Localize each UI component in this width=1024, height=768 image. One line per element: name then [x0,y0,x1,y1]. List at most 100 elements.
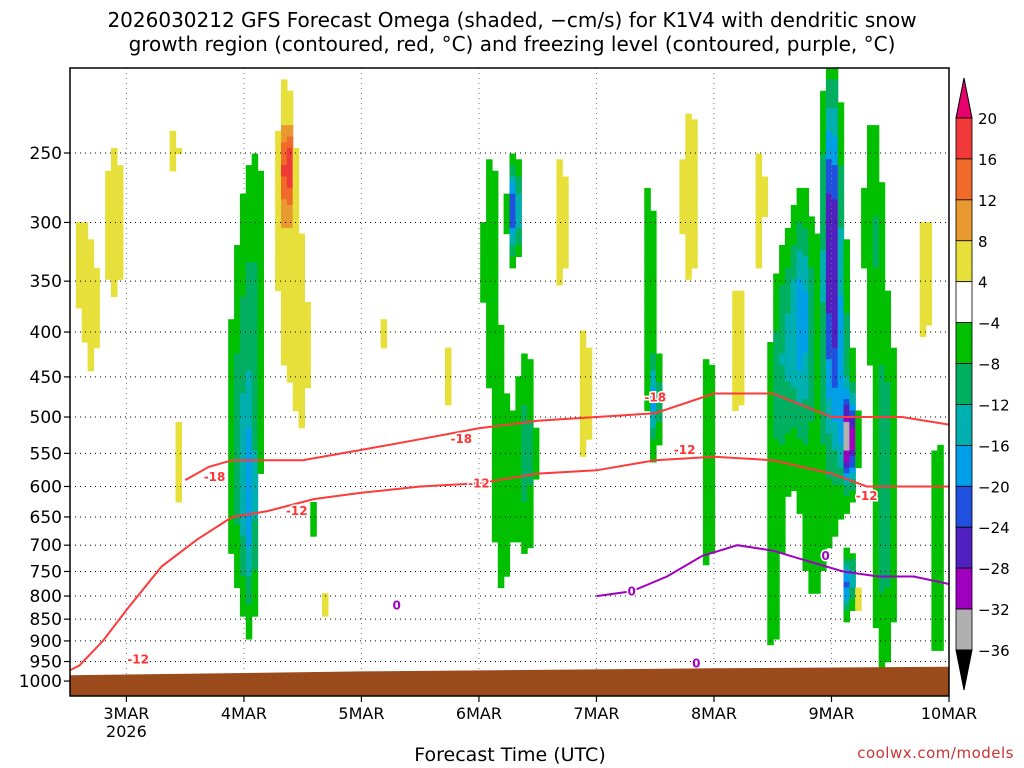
omega-cell [685,210,692,217]
omega-cell [380,336,388,343]
omega-cell [773,422,780,429]
omega-cell [867,267,874,275]
omega-cell [292,262,300,269]
omega-cell [497,439,505,446]
omega-cell [890,444,897,452]
omega-cell [884,456,891,463]
omega-cell [691,182,698,189]
omega-cell [808,461,815,469]
omega-cell [878,267,886,275]
omega-cell [884,370,891,377]
omega-cell [890,490,897,497]
omega-cell [251,576,259,583]
omega-cell [650,227,657,235]
omega-cell [87,324,95,332]
omega-cell [515,524,522,531]
omega-cell [767,576,774,583]
omega-cell [931,553,938,560]
omega-cell [814,576,821,583]
omega-cell [656,439,663,446]
omega-cell [779,347,786,354]
omega-cell [75,222,83,229]
omega-cell [790,222,798,229]
omega-cell [111,227,118,235]
omega-cell [825,239,833,246]
omega-cell [491,376,499,383]
omega-cell [837,210,845,217]
omega-cell [820,501,827,509]
omega-cell [773,507,780,514]
x-tick-label: 5MAR [338,704,384,723]
omega-cell [281,119,288,126]
omega-cell [837,227,845,235]
omega-cell [298,364,305,372]
omega-cell [872,598,880,606]
omega-cell [831,119,839,126]
omega-cell [867,336,874,343]
omega-cell [509,193,516,200]
omega-cell [802,393,809,400]
omega-cell [890,467,897,474]
omega-cell [708,439,716,446]
omega-cell [585,404,593,412]
omega-cell [784,319,792,326]
omega-cell [87,250,95,257]
omega-cell [503,416,511,423]
omega-cell [579,370,587,377]
omega-cell [298,359,305,366]
omega-cell [867,125,874,132]
colorbar-swatch [955,117,973,160]
omega-cell [286,250,294,257]
omega-cell [872,576,880,583]
omega-cell [738,342,745,349]
omega-cell [808,536,815,543]
omega-cell [808,273,815,280]
omega-cell [872,496,880,503]
omega-cell [931,638,938,646]
omega-cell [831,484,839,492]
omega-cell [650,330,657,337]
omega-cell [843,587,850,594]
omega-cell [808,233,815,240]
omega-cell [685,233,692,240]
omega-cell [234,387,241,394]
omega-cell [585,376,593,383]
omega-cell [796,427,804,434]
omega-cell [767,353,774,360]
omega-cell [919,233,927,240]
omega-cell [251,450,259,457]
omega-cell [878,193,886,200]
omega-cell [298,393,305,400]
omega-cell [515,399,522,406]
omega-cell [837,399,845,406]
omega-cell [796,364,804,372]
omega-cell [579,387,587,394]
omega-cell [808,336,815,343]
omega-cell [890,604,897,611]
omega-cell [298,239,305,246]
omega-cell [491,507,499,514]
omega-cell [486,176,493,183]
omega-cell [532,439,540,446]
omega-cell [884,519,891,526]
omega-cell [679,176,686,183]
omega-cell [292,239,300,246]
omega-cell [75,284,83,292]
omega-cell [556,250,563,257]
omega-cell [761,187,768,195]
omega-cell [796,313,804,320]
omega-cell [175,496,182,503]
omega-cell [831,296,839,303]
omega-cell [228,347,235,354]
omega-cell [75,256,83,263]
omega-cell [111,147,118,155]
omega-cell [767,564,774,571]
omega-cell [281,250,288,257]
omega-cell [820,456,827,463]
omega-cell [486,187,493,195]
colorbar-label: 20 [978,110,997,128]
omega-cell [491,382,499,389]
omega-cell [691,136,698,143]
omega-cell [773,553,780,560]
omega-cell [820,90,827,98]
